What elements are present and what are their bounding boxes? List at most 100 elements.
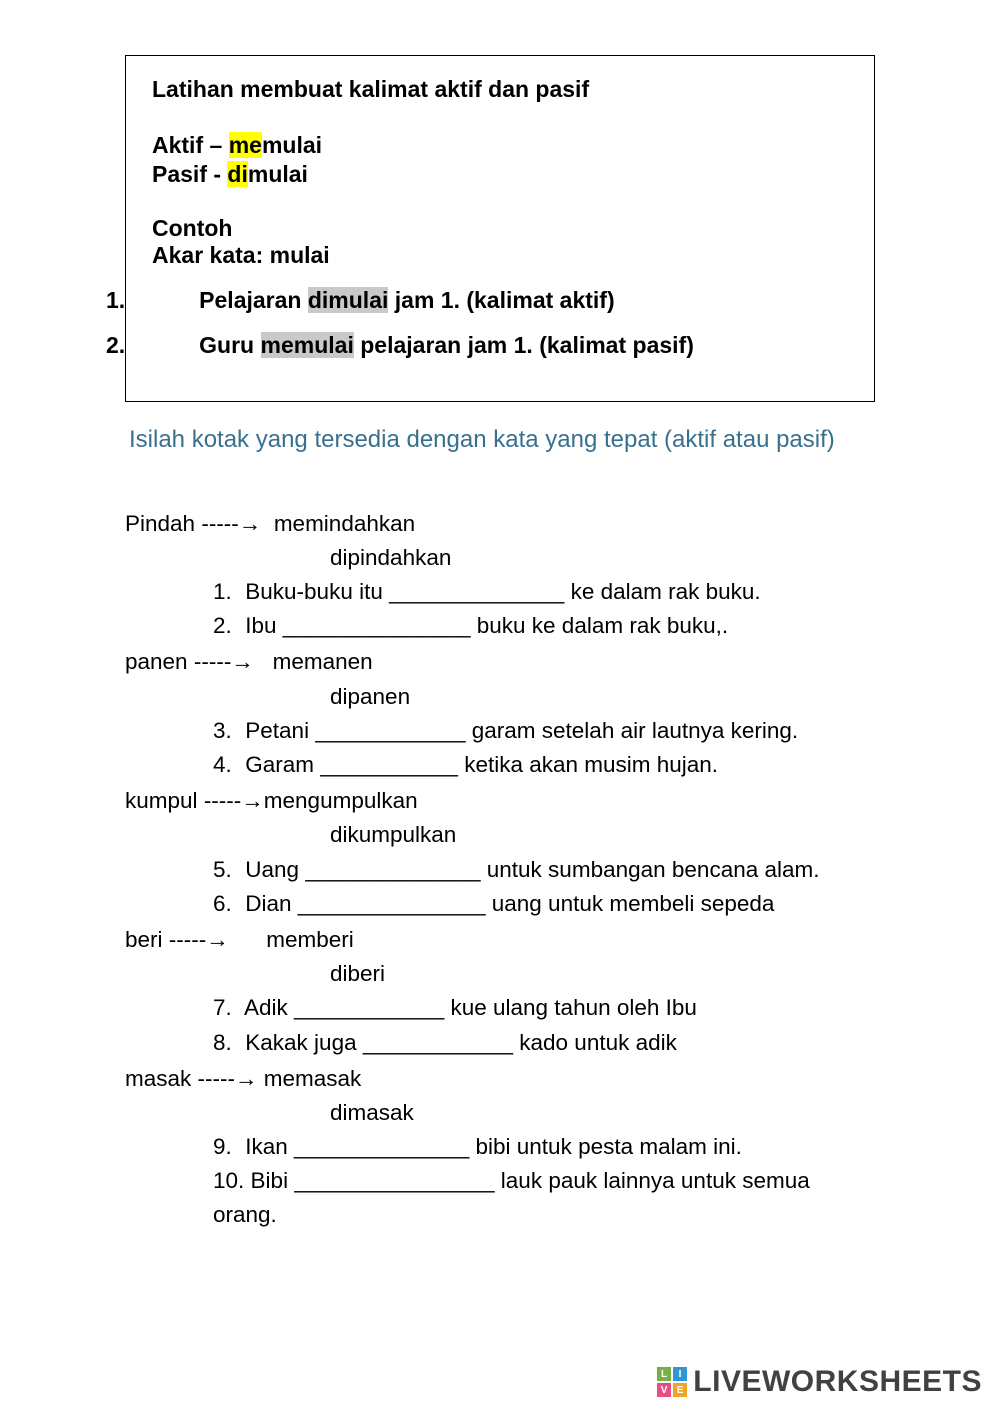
root-word: panen <box>125 649 188 674</box>
root-masak-passive: dimasak <box>125 1096 875 1130</box>
q6-a: Dian <box>245 891 298 916</box>
q2-blank[interactable]: _______________ <box>283 613 471 638</box>
logo-tl: L <box>657 1367 671 1381</box>
q9-a: Ikan <box>245 1134 294 1159</box>
q8-b: kado untuk adik <box>513 1030 677 1055</box>
question-9: 9. Ikan ______________ bibi untuk pesta … <box>125 1130 875 1164</box>
q2-a: Ibu <box>245 613 283 638</box>
q3-a: Petani <box>245 718 315 743</box>
root-word: beri <box>125 927 163 952</box>
arrow-icon: -----→ <box>198 1066 258 1091</box>
root-active: memberi <box>266 927 354 952</box>
q4-num: 4. <box>213 748 239 782</box>
q1-b: ke dalam rak buku. <box>564 579 760 604</box>
ex1-highlight: dimulai <box>308 287 389 313</box>
q10-blank[interactable]: ________________ <box>294 1168 494 1193</box>
pasif-highlight: di <box>227 161 247 187</box>
q7-blank[interactable]: ____________ <box>294 995 444 1020</box>
q4-a: Garam <box>245 752 320 777</box>
q1-num: 1. <box>213 575 239 609</box>
liveworksheets-watermark: L I V E LIVEWORKSHEETS <box>657 1365 982 1399</box>
root-beri: beri -----→ memberi <box>125 923 875 957</box>
q1-a: Buku-buku itu <box>245 579 389 604</box>
root-beri-passive: diberi <box>125 957 875 991</box>
ex2-b: pelajaran jam 1. (kalimat pasif) <box>354 332 694 358</box>
q3-blank[interactable]: ____________ <box>315 718 465 743</box>
root-active: memanen <box>273 649 373 674</box>
root-active: memasak <box>264 1066 362 1091</box>
ex1-num: 1. <box>152 287 180 314</box>
question-4: 4. Garam ___________ ketika akan musim h… <box>125 748 875 782</box>
q2-num: 2. <box>213 609 239 643</box>
q7-a: Adik <box>244 995 294 1020</box>
q6-num: 6. <box>213 887 239 921</box>
q10-a: Bibi <box>251 1168 295 1193</box>
root-masak: masak -----→ memasak <box>125 1062 875 1096</box>
ex2-highlight: memulai <box>261 332 354 358</box>
root-panen-passive: dipanen <box>125 680 875 714</box>
root-kumpul: kumpul -----→mengumpulkan <box>125 784 875 818</box>
root-panen: panen -----→ memanen <box>125 645 875 679</box>
logo-bl: V <box>657 1383 671 1397</box>
root-pindah-passive: dipindahkan <box>125 541 875 575</box>
q5-a: Uang <box>245 857 305 882</box>
root-kumpul-passive: dikumpulkan <box>125 818 875 852</box>
q2-b: buku ke dalam rak buku,. <box>471 613 729 638</box>
ex2-a: Guru <box>199 332 260 358</box>
arrow-icon: -----→ <box>201 511 261 536</box>
ex2-num: 2. <box>152 332 180 359</box>
q8-num: 8. <box>213 1026 239 1060</box>
root-word: Pindah <box>125 511 195 536</box>
q3-b: garam setelah air lautnya kering. <box>466 718 799 743</box>
q7-num: 7. <box>213 991 239 1025</box>
question-3: 3. Petani ____________ garam setelah air… <box>125 714 875 748</box>
arrow-icon: -----→ <box>194 649 254 674</box>
q9-blank[interactable]: ______________ <box>294 1134 469 1159</box>
q6-blank[interactable]: _______________ <box>298 891 486 916</box>
ex1-a: Pelajaran <box>199 287 308 313</box>
pasif-rest: mulai <box>248 161 308 187</box>
q1-blank[interactable]: ______________ <box>389 579 564 604</box>
fill-instruction: Isilah kotak yang tersedia dengan kata y… <box>125 424 875 455</box>
question-5: 5. Uang ______________ untuk sumbangan b… <box>125 853 875 887</box>
example-1: 1. Pelajaran dimulai jam 1. (kalimat akt… <box>152 287 848 314</box>
pasif-line: Pasif - dimulai <box>152 160 848 189</box>
question-1: 1. Buku-buku itu ______________ ke dalam… <box>125 575 875 609</box>
root-pindah: Pindah -----→ memindahkan <box>125 507 875 541</box>
q5-b: untuk sumbangan bencana alam. <box>481 857 820 882</box>
aktif-highlight: me <box>229 132 262 158</box>
q4-blank[interactable]: ___________ <box>320 752 458 777</box>
arrow-icon: -----→ <box>169 927 229 952</box>
root-active: mengumpulkan <box>264 788 418 813</box>
example-2: 2. Guru memulai pelajaran jam 1. (kalima… <box>152 332 848 359</box>
q5-blank[interactable]: ______________ <box>305 857 480 882</box>
box-title: Latihan membuat kalimat aktif dan pasif <box>152 76 848 103</box>
arrow-icon: -----→ <box>204 788 264 813</box>
question-7: 7. Adik ____________ kue ulang tahun ole… <box>125 991 875 1025</box>
root-word: masak <box>125 1066 191 1091</box>
root-active: memindahkan <box>274 511 415 536</box>
q10-num: 10. <box>213 1164 244 1198</box>
liveworksheets-logo-icon: L I V E <box>657 1367 687 1397</box>
question-10: 10. Bibi ________________ lauk pauk lain… <box>125 1164 875 1232</box>
q8-a: Kakak juga <box>245 1030 363 1055</box>
question-6: 6. Dian _______________ uang untuk membe… <box>125 887 875 921</box>
q6-b: uang untuk membeli sepeda <box>486 891 775 916</box>
logo-tr: I <box>673 1367 687 1381</box>
q8-blank[interactable]: ____________ <box>363 1030 513 1055</box>
question-2: 2. Ibu _______________ buku ke dalam rak… <box>125 609 875 643</box>
example-list: 1. Pelajaran dimulai jam 1. (kalimat akt… <box>152 287 848 359</box>
instruction-box: Latihan membuat kalimat aktif dan pasif … <box>125 55 875 402</box>
root-word: kumpul <box>125 788 198 813</box>
q5-num: 5. <box>213 853 239 887</box>
watermark-text: LIVEWORKSHEETS <box>693 1365 982 1399</box>
ex1-b: jam 1. (kalimat aktif) <box>388 287 614 313</box>
contoh-label: Contoh <box>152 215 848 242</box>
akar-kata: Akar kata: mulai <box>152 242 848 269</box>
aktif-prefix: Aktif – <box>152 132 229 158</box>
q9-num: 9. <box>213 1130 239 1164</box>
aktif-rest: mulai <box>262 132 322 158</box>
logo-br: E <box>673 1383 687 1397</box>
q9-b: bibi untuk pesta malam ini. <box>469 1134 742 1159</box>
pasif-prefix: Pasif - <box>152 161 227 187</box>
